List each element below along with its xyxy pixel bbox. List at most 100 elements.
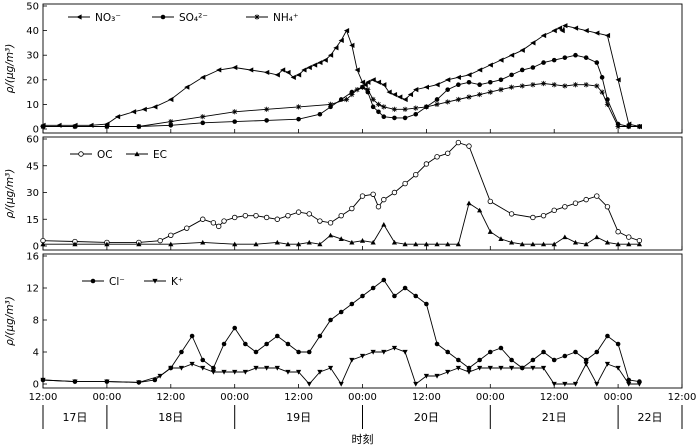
data-point bbox=[604, 204, 611, 210]
data-point bbox=[583, 55, 589, 60]
data-point bbox=[636, 123, 642, 130]
data-point bbox=[423, 161, 430, 167]
data-point bbox=[327, 220, 334, 226]
data-point bbox=[402, 96, 408, 103]
data-point bbox=[274, 72, 280, 78]
data-point bbox=[376, 109, 381, 115]
data-point bbox=[338, 381, 344, 387]
x-tick-label: 12:00 bbox=[156, 392, 185, 403]
data-point bbox=[157, 237, 163, 244]
data-point bbox=[530, 241, 536, 247]
data-point bbox=[562, 55, 568, 60]
data-point bbox=[562, 381, 568, 387]
data-point bbox=[498, 57, 504, 63]
data-point bbox=[338, 236, 344, 241]
data-point bbox=[301, 67, 307, 73]
y-tick-label: 10 bbox=[26, 100, 39, 111]
data-point bbox=[359, 79, 366, 85]
data-point bbox=[541, 60, 546, 65]
data-point bbox=[402, 180, 408, 187]
data-point bbox=[413, 293, 419, 299]
data-point bbox=[583, 196, 589, 203]
data-point bbox=[455, 365, 461, 371]
series-1 bbox=[40, 52, 642, 129]
data-point bbox=[381, 114, 387, 119]
data-point bbox=[594, 234, 600, 240]
data-point bbox=[221, 218, 227, 224]
data-point bbox=[370, 96, 376, 103]
data-point bbox=[290, 74, 296, 80]
data-point bbox=[466, 143, 472, 149]
data-point bbox=[200, 365, 206, 371]
data-point bbox=[327, 365, 334, 371]
data-point bbox=[604, 239, 611, 245]
y-tick-label: 15 bbox=[26, 215, 39, 226]
data-point bbox=[40, 123, 46, 130]
data-point bbox=[317, 111, 323, 117]
legend-marker bbox=[254, 14, 260, 20]
data-point bbox=[509, 239, 515, 245]
data-point bbox=[178, 365, 185, 371]
series-line bbox=[42, 347, 640, 385]
data-point bbox=[375, 204, 382, 210]
data-point bbox=[445, 150, 451, 156]
data-point bbox=[317, 369, 323, 375]
data-point bbox=[296, 72, 302, 78]
data-point bbox=[179, 349, 184, 355]
data-point bbox=[232, 325, 237, 331]
data-point bbox=[327, 101, 334, 107]
data-point bbox=[594, 349, 600, 355]
data-point bbox=[296, 241, 302, 247]
data-point bbox=[594, 193, 600, 199]
data-point bbox=[423, 241, 429, 247]
data-point bbox=[280, 67, 286, 73]
y-tick-label: 30 bbox=[26, 188, 39, 199]
data-point bbox=[434, 97, 440, 102]
legend: OC EC bbox=[70, 149, 167, 161]
data-point bbox=[530, 365, 536, 371]
data-point bbox=[509, 84, 515, 90]
day-label: 19日 bbox=[286, 411, 311, 424]
data-point bbox=[572, 239, 579, 245]
data-point bbox=[338, 212, 344, 219]
legend-label: OC bbox=[97, 149, 113, 161]
data-point bbox=[509, 52, 515, 58]
y-tick-label: 0 bbox=[33, 380, 39, 391]
data-point bbox=[253, 349, 259, 355]
data-point bbox=[551, 357, 557, 363]
data-point bbox=[343, 28, 350, 34]
data-point bbox=[604, 361, 611, 367]
data-point bbox=[349, 91, 355, 98]
data-point bbox=[232, 369, 238, 375]
data-point bbox=[636, 241, 642, 247]
series-line bbox=[42, 142, 640, 243]
data-point bbox=[604, 101, 611, 107]
data-point bbox=[540, 365, 547, 371]
data-point bbox=[370, 77, 376, 83]
series-0 bbox=[40, 139, 643, 246]
data-point bbox=[114, 114, 121, 120]
data-point bbox=[466, 79, 472, 85]
data-point bbox=[104, 241, 110, 247]
data-point bbox=[583, 82, 589, 88]
chart-panel-2: 0 15 30 45 60 ρ/(μg/m³) OC EC bbox=[4, 135, 683, 253]
data-point bbox=[296, 104, 302, 110]
data-point bbox=[56, 122, 62, 128]
data-point bbox=[413, 381, 419, 387]
data-point bbox=[370, 104, 376, 110]
data-point bbox=[423, 84, 429, 90]
data-point bbox=[296, 116, 301, 122]
data-point bbox=[200, 239, 206, 245]
data-point bbox=[189, 361, 195, 367]
data-point bbox=[381, 222, 387, 227]
data-point bbox=[519, 241, 525, 247]
data-point bbox=[104, 379, 110, 385]
data-point bbox=[605, 333, 610, 339]
data-point bbox=[370, 285, 376, 291]
data-point bbox=[72, 379, 78, 385]
data-point bbox=[322, 57, 328, 63]
data-point bbox=[573, 349, 578, 355]
data-point bbox=[200, 74, 206, 80]
data-point bbox=[477, 207, 483, 213]
data-point bbox=[455, 139, 462, 146]
